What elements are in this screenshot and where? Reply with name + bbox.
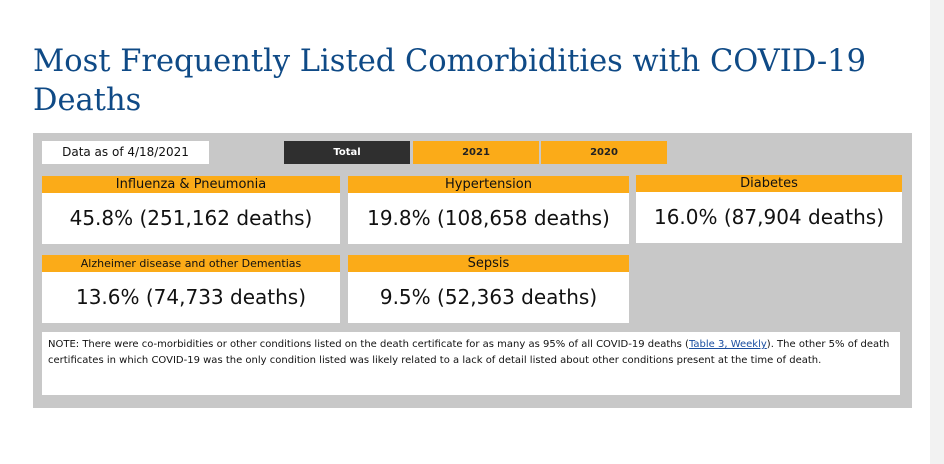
card-influenza-pneumonia: Influenza & Pneumonia 45.8% (251,162 dea… bbox=[42, 176, 340, 244]
table-3-weekly-link[interactable]: Table 3, Weekly bbox=[688, 339, 767, 350]
card-value: 16.0% (87,904 deaths) bbox=[653, 205, 885, 229]
data-date-label: Data as of 4/18/2021 bbox=[42, 141, 209, 164]
card-label: Influenza & Pneumonia bbox=[42, 176, 340, 193]
card-value: 13.6% (74,733 deaths) bbox=[75, 285, 307, 309]
card-diabetes: Diabetes 16.0% (87,904 deaths) bbox=[636, 175, 902, 243]
tab-2020[interactable]: 2020 bbox=[541, 141, 667, 164]
card-alzheimer-dementias: Alzheimer disease and other Dementias 13… bbox=[42, 255, 340, 323]
card-value: 19.8% (108,658 deaths) bbox=[367, 206, 610, 230]
tab-2021[interactable]: 2021 bbox=[413, 141, 539, 164]
note-text: NOTE: There were co-morbidities or other… bbox=[42, 332, 900, 395]
page-scrollbar-track bbox=[930, 0, 944, 464]
card-value: 45.8% (251,162 deaths) bbox=[69, 206, 313, 230]
card-label: Diabetes bbox=[636, 175, 902, 192]
note-text-before: NOTE: There were co-morbidities or other… bbox=[48, 339, 689, 350]
card-label: Hypertension bbox=[348, 176, 629, 193]
card-sepsis: Sepsis 9.5% (52,363 deaths) bbox=[348, 255, 629, 323]
comorbidities-dashboard: Data as of 4/18/2021 Total 2021 2020 Inf… bbox=[33, 133, 912, 408]
page-title: Most Frequently Listed Comorbidities wit… bbox=[33, 44, 866, 118]
card-label: Alzheimer disease and other Dementias bbox=[42, 255, 340, 272]
note-text-after: ). The other 5% of death certificates in… bbox=[48, 339, 890, 366]
tab-total[interactable]: Total bbox=[284, 141, 410, 164]
card-label: Sepsis bbox=[348, 255, 629, 272]
card-value: 9.5% (52,363 deaths) bbox=[379, 285, 598, 309]
card-hypertension: Hypertension 19.8% (108,658 deaths) bbox=[348, 176, 629, 244]
